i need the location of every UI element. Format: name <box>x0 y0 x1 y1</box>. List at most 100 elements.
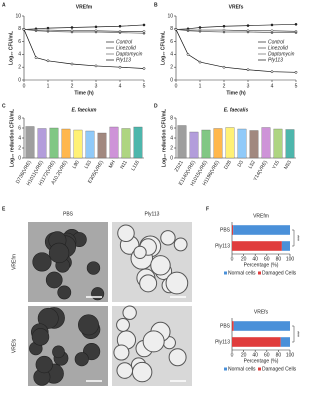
x-tick-label: 100 <box>286 352 295 358</box>
legend-label: Control <box>116 39 133 45</box>
data-point <box>246 68 250 72</box>
y-tick-label: Ply113 <box>215 243 230 249</box>
cell <box>113 344 130 361</box>
legend-label: Daptomycin <box>268 51 295 57</box>
y-tick-label: 6 <box>170 39 173 45</box>
cell <box>116 318 130 332</box>
bar <box>25 126 35 159</box>
x-tick-label: 4 <box>271 83 274 89</box>
x-tick-label: L52 <box>248 159 257 169</box>
cell <box>31 328 50 346</box>
cell <box>160 230 176 246</box>
x-tick-label: 1 <box>199 83 202 89</box>
data-point <box>70 26 74 29</box>
cell <box>142 330 165 353</box>
x-axis-label: Percentage (%) <box>244 262 279 268</box>
x-tick-label: D3 <box>236 159 245 168</box>
x-tick-label: 60 <box>264 256 270 262</box>
cell <box>173 237 188 252</box>
bar <box>133 126 143 159</box>
cell <box>32 252 52 272</box>
x-tick-label: Y15 <box>271 159 281 170</box>
x-tick-label: 20 <box>241 256 247 262</box>
data-point <box>142 67 146 70</box>
y-tick-label: 0 <box>18 155 21 161</box>
bar <box>285 129 295 159</box>
x-tick-label: N53 <box>283 159 293 170</box>
x-tick-label: 40 <box>252 256 258 262</box>
chart-title: E. faecalis <box>224 107 249 113</box>
data-point <box>270 23 274 27</box>
data-point <box>246 30 250 34</box>
data-point <box>70 30 74 34</box>
cell <box>133 245 147 259</box>
legend-label: Ply113 <box>116 57 131 63</box>
x-axis-label: Time (h) <box>74 90 94 96</box>
column-label: PBS <box>63 211 74 217</box>
bar <box>237 128 247 159</box>
bar-segment <box>281 241 290 251</box>
x-tick-label: 80 <box>276 256 282 262</box>
legend-label: Normal cells <box>228 270 256 276</box>
y-tick-label: 6 <box>18 39 21 45</box>
legend-swatch <box>258 271 261 275</box>
y-tick-label: 0 <box>170 77 173 83</box>
data-point <box>94 64 98 68</box>
y-tick-label: 10 <box>167 13 173 19</box>
y-tick-label: 8 <box>170 26 173 32</box>
x-tick-label: 2 <box>223 83 226 89</box>
y-tick-label: 2 <box>18 65 21 71</box>
cell <box>116 362 134 379</box>
x-tick-label: L53 <box>84 159 93 169</box>
data-point <box>198 26 202 29</box>
legend-label: Linezolid <box>268 45 288 51</box>
legend-label: Normal cells <box>228 366 256 372</box>
x-tick-label: 20 <box>241 352 247 358</box>
data-point <box>198 60 202 64</box>
data-point <box>198 30 202 33</box>
legend-label: Control <box>268 39 285 45</box>
data-point <box>118 65 122 69</box>
legend-label: Daptomycin <box>116 51 143 57</box>
bar <box>121 128 131 159</box>
x-tick-label: 40 <box>252 352 258 358</box>
bar <box>109 126 119 159</box>
x-tick-label: 5 <box>143 83 146 89</box>
data-point <box>222 30 226 34</box>
x-axis-label: Time (h) <box>226 90 246 96</box>
panel-letter: B <box>154 2 158 8</box>
cell <box>45 271 63 289</box>
cell <box>86 261 101 275</box>
cell <box>139 274 158 293</box>
y-tick-label: 10 <box>15 13 21 19</box>
bar <box>225 127 235 159</box>
legend-swatch <box>258 367 261 371</box>
cell <box>168 348 187 367</box>
y-axis-label: Log₁₀ CFU/mL <box>8 31 14 65</box>
bar <box>261 127 271 159</box>
x-tick-label: MH <box>108 159 117 169</box>
cell <box>78 314 99 336</box>
x-tick-label: 0 <box>23 83 26 89</box>
column-label: Ply113 <box>145 211 160 217</box>
data-point <box>294 22 298 26</box>
data-point <box>70 62 74 66</box>
bar <box>189 131 199 159</box>
legend-label: Ply113 <box>268 57 283 63</box>
panel-letter: D <box>154 103 158 109</box>
data-point <box>246 24 250 27</box>
bar-segment <box>280 337 290 347</box>
chart-title: VREfs <box>254 309 269 315</box>
bar <box>177 125 187 159</box>
data-point <box>186 29 190 33</box>
legend-label: Damaged Cells <box>262 366 297 372</box>
cell <box>52 345 65 359</box>
bar <box>213 128 223 159</box>
y-axis-label: Log₁₀ reduction CFU/mL <box>161 109 167 167</box>
cell <box>48 242 70 264</box>
bar-segment <box>232 337 281 347</box>
y-tick-label: 4 <box>18 135 21 141</box>
bar <box>201 129 211 159</box>
legend-swatch <box>224 367 227 371</box>
bar-segment <box>233 321 290 331</box>
